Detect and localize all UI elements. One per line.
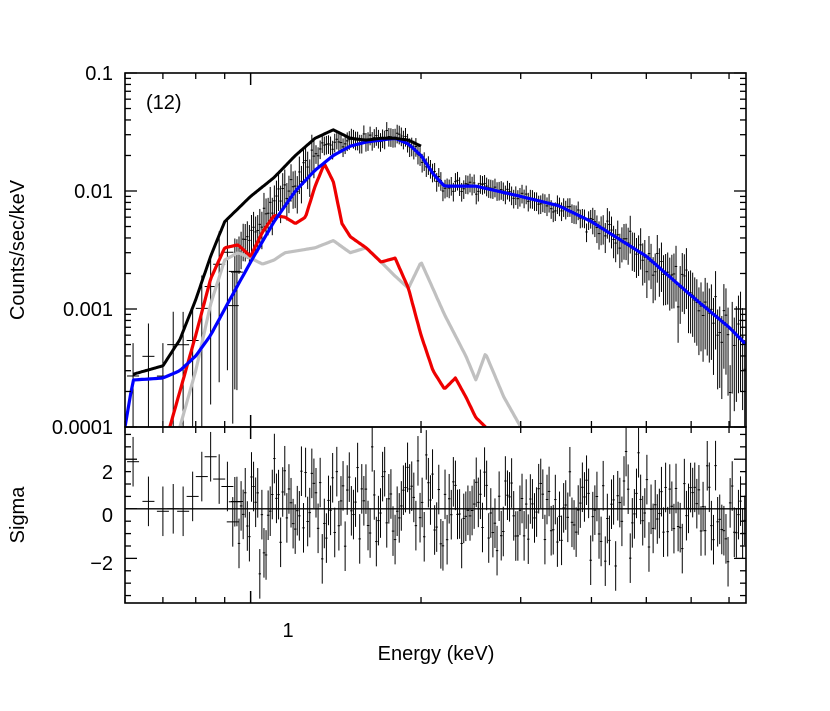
model-line-warm-component bbox=[168, 163, 487, 427]
resid-tick-label-2: 2 bbox=[102, 462, 113, 484]
model-line-cool-component bbox=[178, 239, 523, 427]
y-axis-title-top: Counts/sec/keV bbox=[7, 179, 29, 320]
top-panel-data bbox=[125, 122, 746, 427]
resid-tick-label-0: 0 bbox=[102, 505, 113, 527]
y-tick-label-0.001: 0.001 bbox=[63, 299, 113, 321]
x-axis-title: Energy (keV) bbox=[378, 643, 495, 665]
y-tick-label-0.0001: 0.0001 bbox=[52, 417, 113, 439]
x-tick-label-1: 1 bbox=[282, 620, 293, 642]
residual-panel-data bbox=[125, 427, 746, 599]
resid-tick-label-minus2: −2 bbox=[90, 553, 113, 575]
y-axis-title-bottom: Sigma bbox=[7, 486, 29, 544]
panel-label: (12) bbox=[146, 92, 182, 114]
axis-ticks bbox=[124, 72, 746, 603]
residual-panel-frame bbox=[124, 426, 747, 604]
model-line-total-model bbox=[132, 128, 422, 376]
y-tick-label-0.01: 0.01 bbox=[74, 181, 113, 203]
y-tick-label-0.1: 0.1 bbox=[85, 63, 113, 85]
model-line-hot-component bbox=[125, 136, 746, 427]
